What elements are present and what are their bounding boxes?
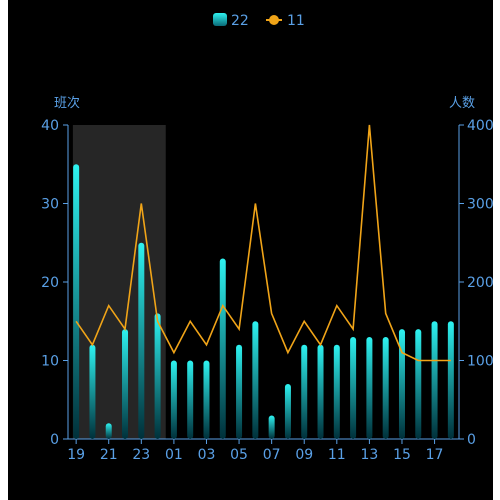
x-tick-label: 03 [198, 447, 216, 463]
bar-03 [203, 360, 210, 439]
y-right-axis-label: 人数 [449, 96, 475, 111]
y-left-tick-label: 30 [41, 197, 59, 213]
x-tick-label: 21 [100, 447, 118, 463]
bar-19 [73, 164, 80, 439]
bar-16 [415, 329, 422, 439]
x-tick-label: 17 [426, 447, 444, 463]
y-left-axis-label: 班次 [54, 95, 80, 111]
bar-20 [89, 344, 96, 439]
bar-05 [236, 344, 243, 439]
y-left-tick-label: 10 [41, 354, 59, 370]
y-right-tick-label: 100 [467, 354, 494, 370]
y-right-tick-label: 300 [467, 197, 494, 213]
y-right-tick-label: 400 [467, 118, 494, 134]
y-left-tick-label: 20 [41, 275, 59, 291]
x-tick-label: 13 [360, 447, 378, 463]
x-tick-label: 07 [263, 447, 281, 463]
bar-02 [187, 360, 194, 439]
x-tick-label: 05 [230, 447, 248, 463]
highlight-band [72, 125, 166, 439]
x-tick-label: 23 [132, 447, 150, 463]
x-tick-label: 01 [165, 447, 183, 463]
legend-bar-swatch [213, 13, 227, 26]
bar-14 [382, 336, 389, 439]
bar-13 [366, 336, 373, 439]
bar-11 [333, 344, 340, 439]
line-series-11 [75, 124, 451, 362]
x-tick-label: 11 [328, 447, 346, 463]
y-right-tick-label: 200 [467, 275, 494, 291]
legend-line-marker [269, 15, 279, 25]
bar-22 [122, 329, 129, 439]
y-left-tick-label: 0 [50, 432, 59, 448]
bar-23 [138, 242, 145, 439]
bar-12 [350, 336, 357, 439]
bar-01 [170, 360, 177, 439]
bar-07 [268, 415, 275, 439]
bar-18 [447, 321, 454, 439]
legend-bar-label: 22 [231, 13, 249, 29]
y-right-tick-label: 0 [467, 432, 476, 448]
bar-04 [219, 258, 226, 439]
legend[interactable]: 22 11 [213, 13, 305, 29]
bar-24 [154, 313, 161, 439]
bar-21 [105, 423, 112, 439]
legend-line-label: 11 [287, 13, 305, 29]
bar-17 [431, 321, 438, 439]
bar-15 [398, 329, 405, 439]
bar-09 [301, 344, 308, 439]
y-left-tick-label: 40 [41, 118, 59, 134]
bar-10 [317, 344, 324, 439]
x-tick-label: 19 [67, 447, 85, 463]
x-tick-label: 15 [393, 447, 411, 463]
x-tick-label: 09 [295, 447, 313, 463]
bar-06 [252, 321, 259, 439]
bar-08 [284, 384, 291, 439]
